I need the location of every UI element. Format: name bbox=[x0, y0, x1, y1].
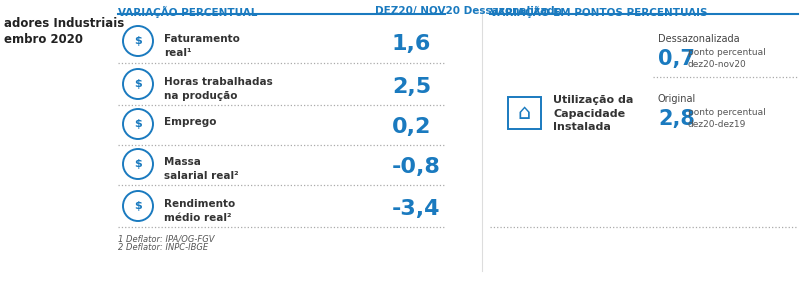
Text: Utilização da
Capacidade
Instalada: Utilização da Capacidade Instalada bbox=[553, 95, 634, 132]
Text: Original: Original bbox=[658, 94, 696, 104]
Text: embro 2020: embro 2020 bbox=[4, 33, 83, 46]
Text: VARIAÇÃO EM PONTOS PERCENTUAIS: VARIAÇÃO EM PONTOS PERCENTUAIS bbox=[490, 6, 707, 18]
Text: Rendimento
médio real²: Rendimento médio real² bbox=[164, 199, 235, 223]
Text: ⌂: ⌂ bbox=[518, 103, 530, 123]
Text: DEZ20/ NOV20 Dessazonalizado: DEZ20/ NOV20 Dessazonalizado bbox=[375, 6, 562, 16]
Text: Dessazonalizada: Dessazonalizada bbox=[658, 34, 740, 44]
Text: adores Industriais: adores Industriais bbox=[4, 17, 124, 30]
Text: $: $ bbox=[134, 159, 142, 169]
Text: $: $ bbox=[134, 119, 142, 129]
Text: ponto percentual
dez20-nov20: ponto percentual dez20-nov20 bbox=[688, 48, 766, 69]
Text: ponto percentual
dez20-dez19: ponto percentual dez20-dez19 bbox=[688, 108, 766, 129]
Text: 1,6: 1,6 bbox=[392, 34, 431, 54]
Text: Massa
salarial real²: Massa salarial real² bbox=[164, 157, 238, 181]
Text: 2,8: 2,8 bbox=[658, 109, 695, 129]
Text: Faturamento
real¹: Faturamento real¹ bbox=[164, 34, 240, 58]
Text: $: $ bbox=[134, 201, 142, 211]
Text: $: $ bbox=[134, 36, 142, 46]
Text: VARIAÇÃO PERCENTUAL: VARIAÇÃO PERCENTUAL bbox=[118, 6, 258, 18]
Text: 0,2: 0,2 bbox=[392, 117, 431, 137]
Text: -3,4: -3,4 bbox=[392, 199, 441, 219]
Text: 2,5: 2,5 bbox=[392, 77, 431, 97]
Text: 2 Deflator: INPC-IBGE: 2 Deflator: INPC-IBGE bbox=[118, 243, 208, 252]
Text: 0,7: 0,7 bbox=[658, 49, 695, 69]
Text: Horas trabalhadas
na produção: Horas trabalhadas na produção bbox=[164, 77, 273, 101]
Text: $: $ bbox=[134, 79, 142, 89]
Text: Emprego: Emprego bbox=[164, 117, 217, 127]
Text: -0,8: -0,8 bbox=[392, 157, 441, 177]
Text: 1 Deflator: IPA/OG-FGV: 1 Deflator: IPA/OG-FGV bbox=[118, 234, 214, 243]
